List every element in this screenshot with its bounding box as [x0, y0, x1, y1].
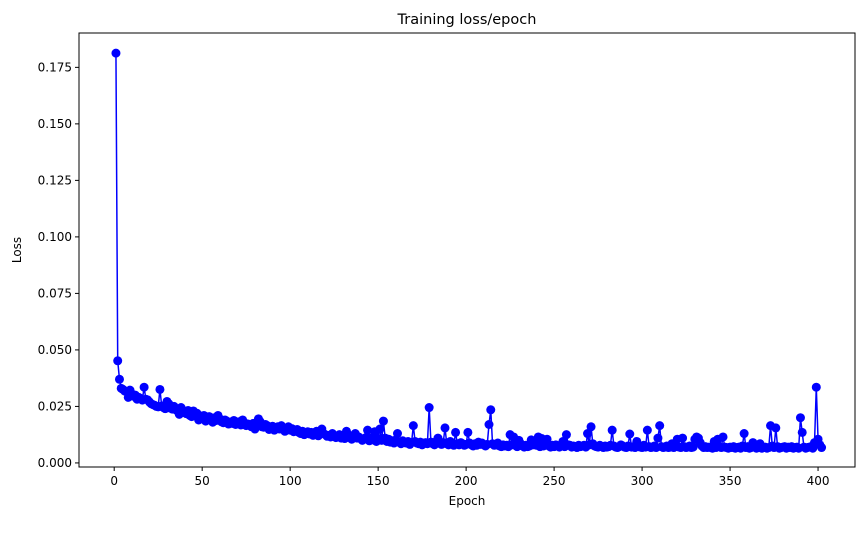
data-point	[625, 429, 635, 439]
y-tick-label: 0.075	[38, 286, 72, 300]
y-tick-label: 0.050	[38, 343, 72, 357]
data-point	[114, 374, 124, 384]
data-point	[795, 413, 805, 423]
data-point	[607, 425, 617, 435]
data-point	[378, 416, 388, 426]
x-tick-label: 350	[719, 474, 742, 488]
data-point	[113, 356, 123, 366]
data-point	[739, 429, 749, 439]
plot-area	[111, 48, 827, 453]
data-point	[583, 429, 593, 439]
data-point	[484, 420, 494, 429]
data-point	[797, 427, 807, 437]
x-axis-title: Epoch	[449, 494, 486, 508]
data-point	[688, 442, 698, 452]
y-tick-label: 0.125	[38, 173, 72, 187]
data-point	[155, 384, 165, 394]
data-point	[817, 443, 827, 453]
data-point	[463, 427, 473, 437]
data-point	[408, 421, 418, 431]
y-tick-label: 0.175	[38, 60, 72, 74]
data-point	[486, 405, 496, 415]
chart-title: Training loss/epoch	[397, 12, 537, 28]
data-point	[392, 429, 402, 439]
data-point	[653, 433, 663, 443]
data-point	[542, 434, 552, 444]
data-point	[363, 425, 373, 435]
data-point	[678, 433, 688, 443]
y-tick-label: 0.100	[38, 230, 72, 244]
plot-frame	[78, 32, 856, 468]
data-point	[440, 423, 450, 433]
x-tick-label: 50	[195, 474, 210, 488]
x-tick-label: 300	[631, 474, 654, 488]
data-point	[811, 382, 821, 392]
data-point	[111, 48, 121, 58]
x-tick-label: 400	[807, 474, 830, 488]
data-point	[451, 427, 461, 437]
y-axis: 0.000 0.025 0.050 0.075 0.100 0.125 0.150 0.175	[38, 60, 79, 470]
y-tick-label: 0.025	[38, 399, 72, 413]
x-tick-label: 200	[455, 474, 478, 488]
data-point	[718, 432, 728, 442]
x-tick-label: 100	[279, 474, 302, 488]
data-point	[642, 425, 652, 435]
data-point	[586, 422, 596, 432]
x-axis: 0 50 100 150 200 250 300 350 400	[110, 467, 830, 488]
x-tick-label: 150	[367, 474, 390, 488]
x-tick-label: 0	[110, 474, 118, 488]
x-tick-label: 250	[543, 474, 566, 488]
data-point	[771, 423, 781, 433]
data-point	[139, 382, 149, 392]
data-point	[655, 421, 665, 431]
y-tick-label: 0.150	[38, 117, 72, 131]
y-axis-title: Loss	[10, 237, 24, 263]
data-point	[424, 403, 434, 413]
data-point	[561, 430, 571, 440]
data-point	[375, 424, 385, 434]
y-tick-label: 0.000	[38, 456, 72, 470]
